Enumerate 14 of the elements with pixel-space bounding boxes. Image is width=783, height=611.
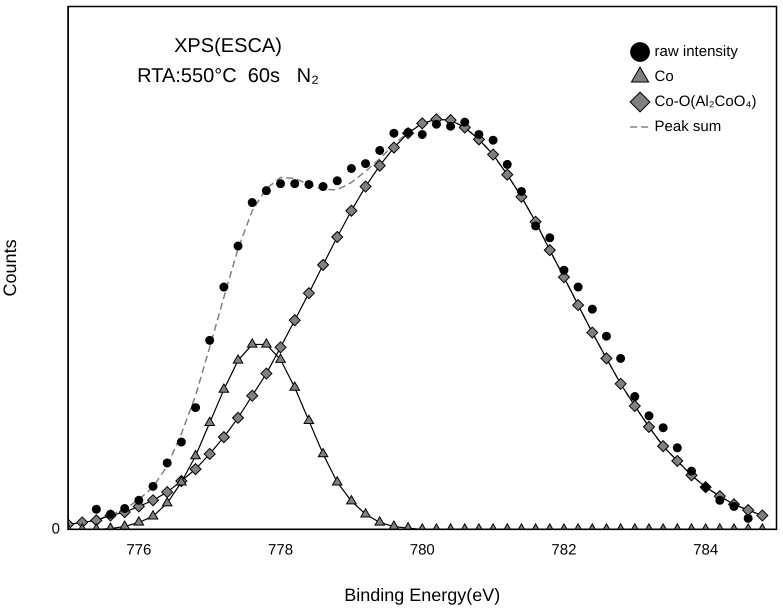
x-tick-label: 776 [126,542,152,559]
legend-label: Co-O(Al₂CoO₄) [654,93,757,110]
chart-subtitle: RTA:550°C 60s N₂ [137,65,319,88]
x-tick-label: 778 [268,542,294,559]
x-axis-title: Binding Energy(eV) [344,585,500,606]
legend-label: Co [654,68,674,86]
legend-label: Peak sum [654,118,722,136]
chart-title: XPS(ESCA) [174,35,282,58]
text: 0 [52,520,60,538]
y-axis-title: Counts [0,239,20,296]
x-tick-label: 784 [693,542,718,559]
x-tick-label: 782 [551,542,576,559]
x-tick-label: 780 [410,542,435,559]
legend-label: raw intensity [654,43,738,60]
